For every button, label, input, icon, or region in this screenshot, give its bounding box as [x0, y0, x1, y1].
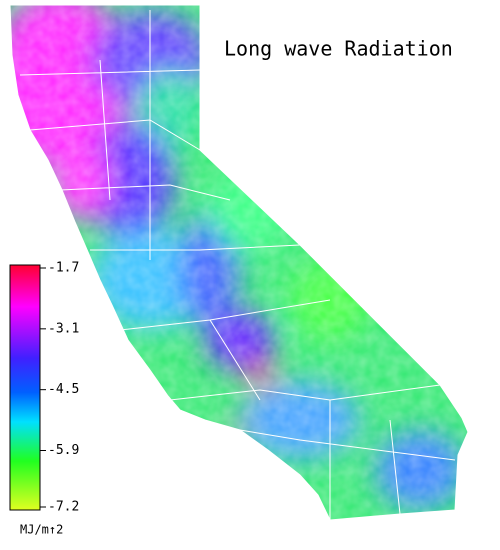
map-title: Long wave Radiation: [224, 37, 453, 61]
colorbar-tick-label: -4.5: [48, 382, 79, 397]
colorbar-tick-label: -1.7: [48, 261, 79, 276]
colorbar: MJ/m↑2: [9, 264, 63, 537]
colorbar-tick-label: -7.2: [48, 500, 79, 515]
colorbar-tick-label: -3.1: [48, 321, 79, 336]
colorbar-ramp: [9, 264, 41, 511]
colorbar-tick-label: -5.9: [48, 443, 79, 458]
colorbar-unit: MJ/m↑2: [20, 523, 63, 537]
county-lines: [9, 4, 469, 521]
